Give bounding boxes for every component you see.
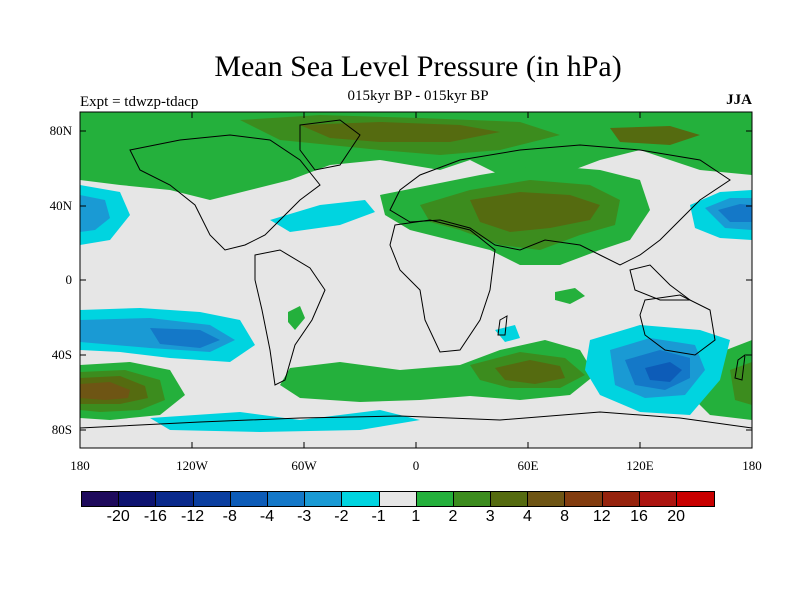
lat-label-0: 0 xyxy=(65,272,73,287)
map-subtitle: 015kyr BP - 015kyr BP xyxy=(347,88,489,104)
colorbar-label: 2 xyxy=(448,508,458,525)
north-atlantic-low xyxy=(270,200,375,232)
colorbar-swatch xyxy=(639,492,677,506)
colorbar-swatch xyxy=(267,492,306,506)
colorbar-swatch xyxy=(82,492,120,506)
north-pacific-west-low-peak xyxy=(718,204,752,222)
negative-anomaly-field xyxy=(80,185,752,432)
colorbar-swatch xyxy=(677,492,715,506)
colorbar-swatch xyxy=(491,492,529,506)
new-zealand-coast xyxy=(734,353,746,381)
colorbar-label: -8 xyxy=(222,508,237,525)
lon-label-120w: 120W xyxy=(176,458,208,473)
colorbar-label: -4 xyxy=(259,508,275,525)
southeast-asia-islands xyxy=(629,264,692,301)
europe-asia-coast xyxy=(389,144,731,266)
colorbar-swatch xyxy=(565,492,603,506)
australia-south-max xyxy=(645,362,682,382)
south-america-coast xyxy=(254,249,326,386)
season-label: JJA xyxy=(726,92,752,108)
colorbar-swatch xyxy=(416,492,454,506)
colorbar-swatch xyxy=(528,492,566,506)
south-pacific-low-peak xyxy=(150,328,220,348)
lat-label-80s: 80S xyxy=(51,422,72,437)
lat-label-80n: 80N xyxy=(49,123,72,138)
colorbar-swatch xyxy=(230,492,268,506)
lon-label-120e: 120E xyxy=(626,458,654,473)
colorbar-label: 8 xyxy=(560,508,570,525)
antarctica-coast xyxy=(80,411,752,429)
antarctic-low xyxy=(150,410,420,432)
south-pacific-max xyxy=(80,382,130,400)
colorbar-swatch xyxy=(193,492,231,506)
colorbar xyxy=(81,491,716,507)
colorbar-label: -12 xyxy=(181,508,205,525)
colorbar-label: -3 xyxy=(297,508,312,525)
arctic-north-atlantic-high xyxy=(80,112,752,200)
colorbar-swatch xyxy=(602,492,640,506)
colorbar-label: 3 xyxy=(485,508,495,525)
arabian-sea-high xyxy=(555,288,585,304)
colorbar-label: 4 xyxy=(522,508,532,525)
greenland-olive xyxy=(610,126,700,145)
colorbar-swatch xyxy=(342,492,380,506)
north-pacific-east-low-core xyxy=(80,195,110,232)
experiment-label: Expt = tdwzp-tdacp xyxy=(80,94,199,110)
colorbar-swatch xyxy=(379,492,417,506)
colorbar-label: -1 xyxy=(371,508,386,525)
colorbar-swatch xyxy=(305,492,343,506)
lon-label-60e: 60E xyxy=(517,458,539,473)
madagascar-low xyxy=(495,325,520,342)
colorbar-label: -20 xyxy=(106,508,130,525)
south-indian-peak xyxy=(495,360,565,384)
lon-label-180-west: 180 xyxy=(70,458,90,473)
north-america-coast xyxy=(129,134,321,251)
colorbar-label: -16 xyxy=(143,508,167,525)
lon-label-180-east: 180 xyxy=(742,458,762,473)
map-title: Mean Sea Level Pressure (in hPa) xyxy=(214,50,622,83)
south-america-high xyxy=(288,306,305,330)
lon-label-0: 0 xyxy=(412,458,420,473)
colorbar-label: 12 xyxy=(592,508,611,525)
colorbar-label: 20 xyxy=(667,508,686,525)
positive-anomaly-field xyxy=(80,112,752,420)
colorbar-swatch xyxy=(156,492,194,506)
coastlines xyxy=(80,119,752,429)
madagascar-coast xyxy=(497,315,508,336)
lat-label-40s: 40S xyxy=(51,347,72,362)
colorbar-label: 16 xyxy=(630,508,648,525)
colorbar-label: -2 xyxy=(334,508,349,525)
colorbar-swatch xyxy=(453,492,492,506)
axis-ticks xyxy=(80,112,752,448)
africa-coast xyxy=(389,219,496,353)
eurasia-high-peak xyxy=(470,192,600,232)
lon-label-60w: 60W xyxy=(291,458,317,473)
lat-label-40n: 40N xyxy=(49,198,72,213)
greenland-coast xyxy=(299,119,361,171)
colorbar-swatch xyxy=(119,492,157,506)
colorbar-label: 1 xyxy=(411,508,421,525)
